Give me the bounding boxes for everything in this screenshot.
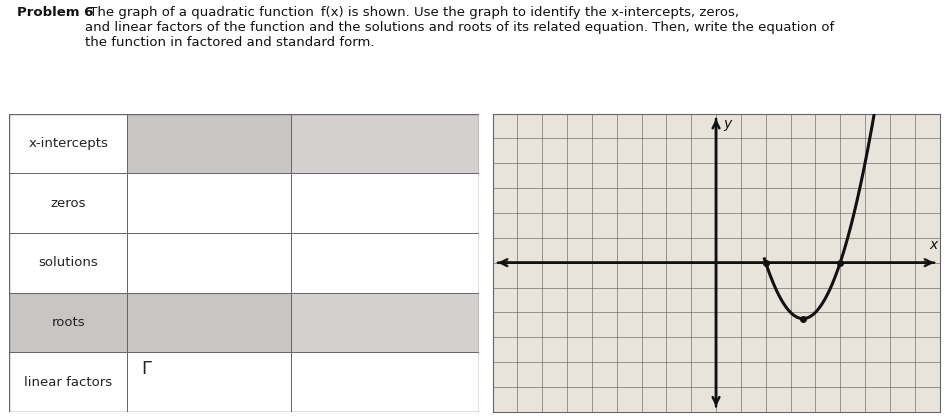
Text: Problem 6: Problem 6 [17, 6, 93, 19]
Text: x: x [929, 238, 938, 252]
Bar [127, 292, 291, 352]
Text: roots: roots [51, 316, 85, 329]
Bar [127, 352, 291, 412]
Bar [291, 173, 479, 233]
Bar [9, 114, 127, 173]
Bar [9, 292, 127, 352]
Text: zeros: zeros [50, 196, 86, 210]
Bar [291, 352, 479, 412]
Text: x-intercepts: x-intercepts [28, 137, 108, 150]
Text: solutions: solutions [38, 256, 98, 269]
Bar [291, 292, 479, 352]
Text: Γ: Γ [140, 360, 151, 378]
Bar [9, 173, 127, 233]
Bar [127, 114, 291, 173]
Bar [9, 352, 127, 412]
Bar [127, 233, 291, 292]
Bar [291, 233, 479, 292]
Bar [291, 114, 479, 173]
Text: The graph of a quadratic function  f(x) is shown. Use the graph to identify the : The graph of a quadratic function f(x) i… [84, 6, 834, 49]
Text: linear factors: linear factors [24, 376, 112, 389]
Bar [127, 173, 291, 233]
Text: y: y [723, 117, 732, 131]
Bar [9, 233, 127, 292]
